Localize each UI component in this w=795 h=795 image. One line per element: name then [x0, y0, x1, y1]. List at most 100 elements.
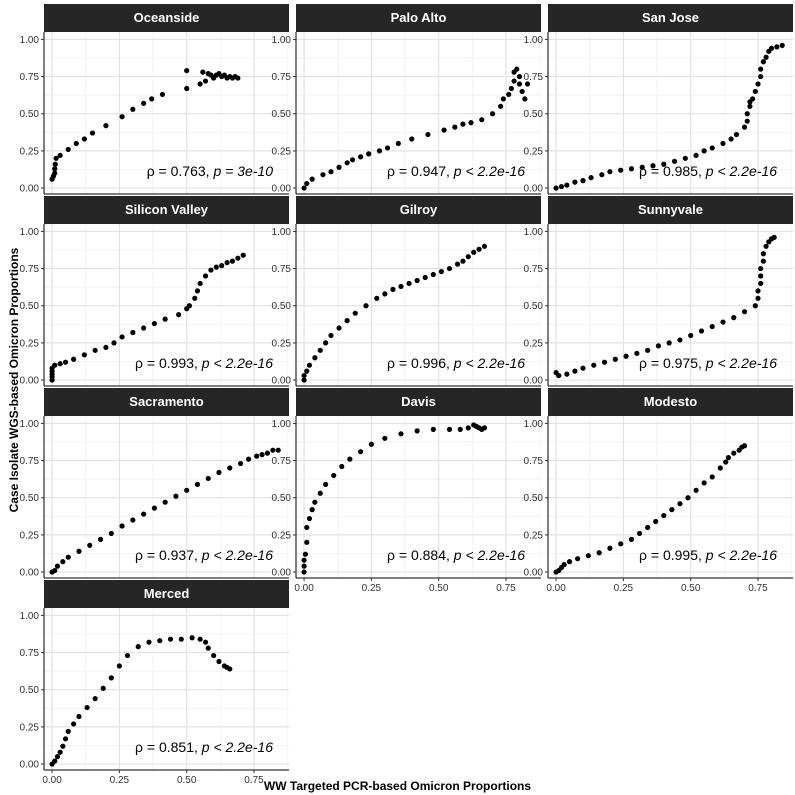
data-point: [184, 68, 190, 74]
correlation-annotation: ρ = 0.975, p < 2.2e-16: [639, 355, 777, 371]
data-point: [184, 85, 190, 92]
data-point: [224, 260, 230, 266]
rho-text: ρ = 0.937,: [135, 547, 202, 563]
data-point: [454, 261, 461, 267]
y-tick-label: 0.50: [20, 109, 40, 120]
y-tick-label: 1.00: [272, 419, 292, 430]
data-point: [409, 136, 415, 142]
data-point: [755, 288, 761, 294]
data-point: [572, 368, 578, 374]
data-point: [301, 563, 307, 569]
data-point: [304, 524, 310, 531]
correlation-annotation: ρ = 0.985, p < 2.2e-16: [639, 163, 777, 179]
p-value-text: p < 2.2e-16: [453, 163, 525, 179]
y-tick-label: 0.00: [524, 568, 544, 579]
y-tick-label: 0.50: [524, 301, 544, 312]
data-point: [135, 644, 141, 650]
data-point: [422, 274, 428, 281]
p-value-text: p < 2.2e-16: [453, 355, 525, 371]
y-tick-label: 1.00: [272, 227, 292, 238]
x-tick-label: 0.75: [244, 775, 264, 786]
facet-strip: [548, 388, 793, 416]
data-point: [556, 372, 562, 379]
data-point: [693, 152, 699, 158]
data-point: [758, 273, 764, 279]
data-point: [71, 721, 77, 727]
data-point: [506, 91, 512, 98]
data-point: [558, 183, 565, 190]
facet-strip: [296, 196, 541, 224]
data-point: [103, 123, 109, 129]
data-point: [398, 431, 404, 437]
data-point: [270, 447, 276, 453]
data-point: [516, 73, 523, 80]
data-point: [62, 359, 69, 365]
y-tick-label: 1.00: [20, 419, 40, 430]
x-tick-label: 0.25: [614, 583, 634, 594]
data-point: [446, 265, 453, 272]
p-value-text: p < 2.2e-16: [705, 547, 777, 563]
data-point: [302, 551, 309, 557]
data-point: [628, 536, 635, 542]
x-tick-label: 0.50: [429, 583, 449, 594]
facet-strip: [44, 580, 289, 608]
data-point: [585, 553, 591, 559]
y-tick-label: 0.75: [524, 72, 544, 83]
data-point: [301, 372, 307, 379]
x-tick-label: 0.50: [681, 583, 701, 594]
y-tick-label: 0.75: [272, 264, 292, 275]
data-point: [763, 54, 769, 60]
data-point: [460, 121, 466, 127]
data-point: [229, 258, 236, 264]
data-point: [71, 356, 77, 362]
data-point: [119, 523, 125, 529]
data-point: [438, 268, 444, 275]
facet-panel-san-jose: San Jose 0.00 0.25 0.50 0.75 1.00 ρ = 0.985, p…: [524, 4, 793, 195]
data-point: [213, 264, 219, 270]
data-point: [752, 303, 758, 309]
data-point: [758, 265, 764, 272]
data-point: [141, 100, 147, 106]
y-tick-label: 0.75: [272, 456, 292, 467]
data-point: [750, 96, 756, 102]
data-point: [623, 353, 629, 359]
data-point: [216, 658, 222, 665]
facet-strip: [296, 4, 541, 32]
data-point: [57, 749, 63, 755]
data-point: [76, 713, 82, 720]
data-point: [744, 118, 750, 124]
rho-text: ρ = 0.975,: [639, 355, 706, 371]
data-point: [519, 88, 525, 95]
data-point: [92, 696, 98, 702]
data-point: [382, 435, 388, 441]
data-point: [227, 465, 233, 471]
data-point: [457, 426, 463, 432]
data-point: [465, 254, 471, 260]
data-point: [747, 103, 753, 109]
y-tick-label: 0.50: [272, 109, 292, 120]
facet-strip-label: Sacramento: [129, 394, 203, 409]
p-value-text: p < 2.2e-16: [201, 739, 273, 755]
data-point: [376, 148, 383, 154]
data-point: [197, 280, 203, 287]
y-tick-label: 0.50: [20, 685, 40, 696]
data-point: [162, 499, 168, 505]
data-point: [508, 85, 514, 92]
y-tick-label: 0.25: [272, 338, 292, 349]
y-axis-title: Case Isolate WGS-based Omicron Proportio…: [7, 247, 21, 513]
data-point: [336, 325, 342, 331]
data-point: [720, 140, 726, 147]
data-point: [481, 243, 488, 249]
data-point: [653, 518, 659, 525]
data-point: [81, 352, 87, 358]
data-point: [758, 280, 764, 287]
facet-strip: [548, 4, 793, 32]
data-point: [666, 340, 672, 346]
facet-strip-label: Sunnyvale: [638, 202, 703, 217]
rho-text: ρ = 0.947,: [387, 163, 454, 179]
correlation-annotation: ρ = 0.996, p < 2.2e-16: [387, 355, 525, 371]
data-point: [89, 130, 96, 136]
data-point: [84, 704, 90, 711]
data-point: [655, 343, 661, 349]
data-point: [309, 176, 315, 182]
